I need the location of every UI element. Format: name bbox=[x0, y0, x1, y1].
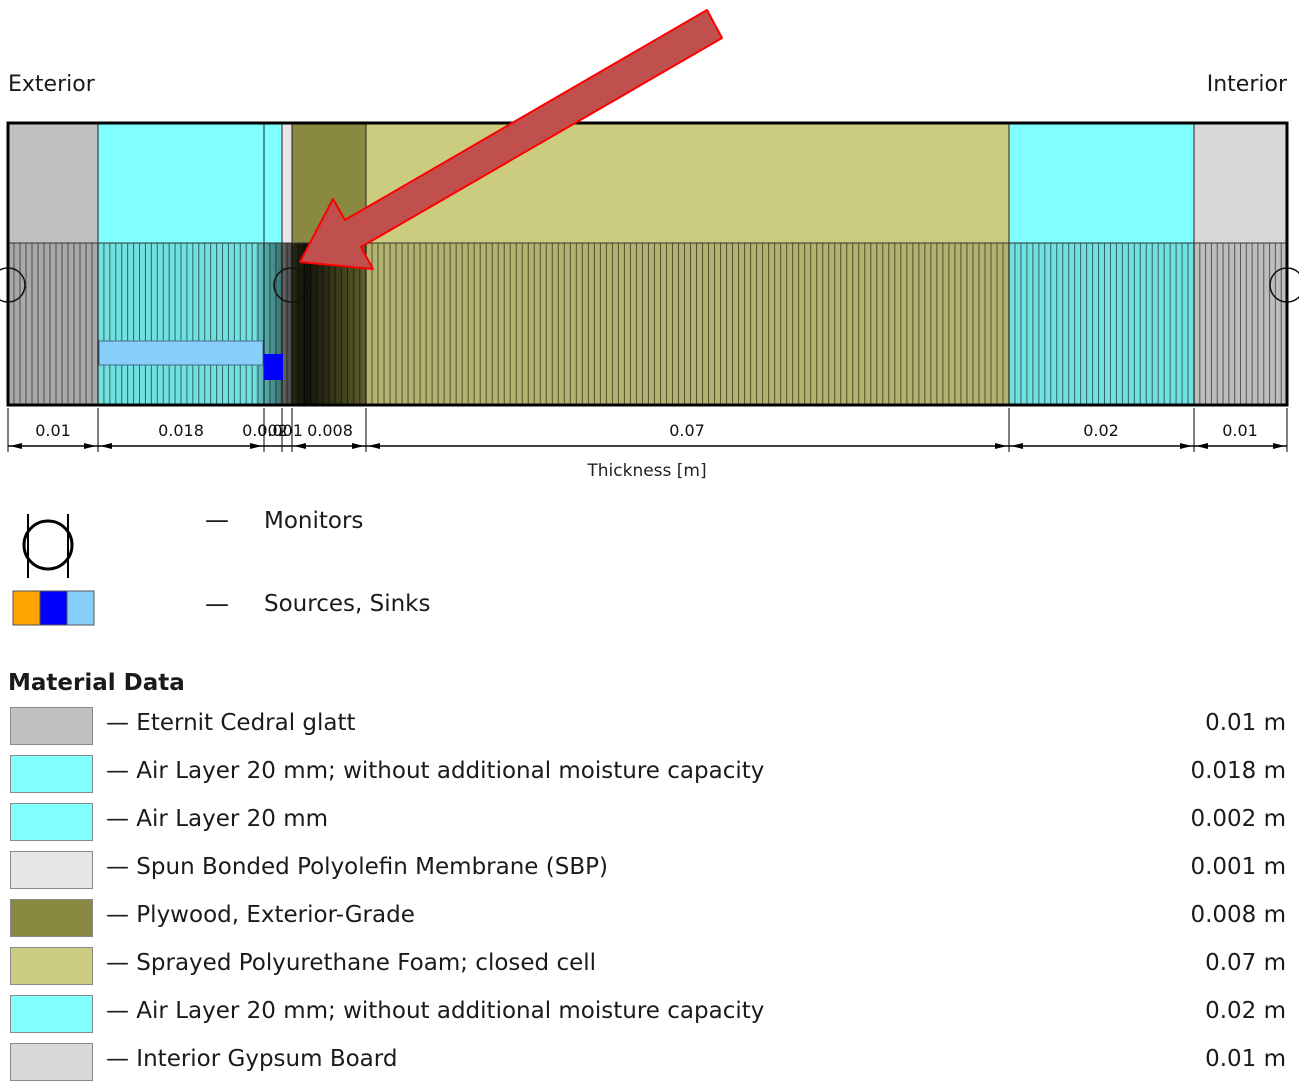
material-row: — Spun Bonded Polyolefin Membrane (SBP) 0… bbox=[10, 850, 1290, 890]
legend-dash: — bbox=[205, 506, 229, 534]
layer-thickness-label: 0.002 bbox=[242, 421, 288, 440]
legend-monitors-label: Monitors bbox=[264, 508, 364, 534]
material-thickness: 0.01 m bbox=[1205, 710, 1286, 736]
material-row: — Eternit Cedral glatt 0.01 m bbox=[10, 706, 1290, 746]
material-row: — Plywood, Exterior-Grade 0.008 m bbox=[10, 898, 1290, 938]
layer-thickness-label: 0.01 bbox=[1222, 421, 1258, 440]
material-swatch bbox=[10, 995, 93, 1033]
monitor-legend-icon bbox=[18, 512, 78, 580]
layer-thickness-label: 0.001 bbox=[257, 421, 303, 440]
source-element bbox=[264, 354, 283, 380]
material-swatch bbox=[10, 1043, 93, 1081]
material-name: — Plywood, Exterior-Grade bbox=[106, 902, 415, 928]
material-row: — Air Layer 20 mm; without additional mo… bbox=[10, 994, 1290, 1034]
material-thickness: 0.002 m bbox=[1190, 806, 1286, 832]
layer-thickness-label: 0.07 bbox=[669, 421, 705, 440]
interior-label: Interior bbox=[1206, 72, 1287, 97]
layer-thickness-label: 0.018 bbox=[158, 421, 204, 440]
material-data-title: Material Data bbox=[8, 670, 185, 696]
sink-element bbox=[98, 340, 264, 366]
material-thickness: 0.008 m bbox=[1190, 902, 1286, 928]
source-sink-swatch bbox=[12, 590, 41, 626]
layer-thickness-label: 0.008 bbox=[307, 421, 353, 440]
material-name: — Sprayed Polyurethane Foam; closed cell bbox=[106, 950, 597, 976]
material-thickness: 0.02 m bbox=[1205, 998, 1286, 1024]
layer-7 bbox=[1008, 122, 1195, 406]
annotation-arrow bbox=[299, 9, 723, 270]
material-swatch bbox=[10, 755, 93, 793]
thickness-axis-label: Thickness [m] bbox=[586, 461, 706, 481]
sources-sinks-legend-icon bbox=[12, 590, 96, 626]
material-row: — Sprayed Polyurethane Foam; closed cell… bbox=[10, 946, 1290, 986]
material-swatch bbox=[10, 851, 93, 889]
legend-dash: — bbox=[205, 590, 229, 618]
material-row: — Air Layer 20 mm; without additional mo… bbox=[10, 754, 1290, 794]
monitor-marker bbox=[273, 267, 309, 303]
material-name: — Interior Gypsum Board bbox=[106, 1046, 398, 1072]
material-thickness: 0.018 m bbox=[1190, 758, 1286, 784]
material-name: — Air Layer 20 mm; without additional mo… bbox=[106, 998, 765, 1024]
source-sink-swatch bbox=[66, 590, 95, 626]
material-swatch bbox=[10, 707, 93, 745]
material-swatch bbox=[10, 899, 93, 937]
material-swatch bbox=[10, 947, 93, 985]
material-thickness: 0.01 m bbox=[1205, 1046, 1286, 1072]
source-sink-swatch bbox=[39, 590, 68, 626]
material-name: — Eternit Cedral glatt bbox=[106, 710, 356, 736]
material-name: — Air Layer 20 mm; without additional mo… bbox=[106, 758, 765, 784]
legend-sources-sinks-label: Sources, Sinks bbox=[264, 591, 431, 617]
layer-thickness-label: 0.02 bbox=[1083, 421, 1119, 440]
material-row: — Air Layer 20 mm 0.002 m bbox=[10, 802, 1290, 842]
material-swatch bbox=[10, 803, 93, 841]
material-row: — Interior Gypsum Board 0.01 m bbox=[10, 1042, 1290, 1082]
material-thickness: 0.07 m bbox=[1205, 950, 1286, 976]
layer-thickness-label: 0.01 bbox=[35, 421, 71, 440]
exterior-label: Exterior bbox=[8, 72, 95, 97]
material-thickness: 0.001 m bbox=[1190, 854, 1286, 880]
material-name: — Air Layer 20 mm bbox=[106, 806, 329, 832]
material-name: — Spun Bonded Polyolefin Membrane (SBP) bbox=[106, 854, 608, 880]
